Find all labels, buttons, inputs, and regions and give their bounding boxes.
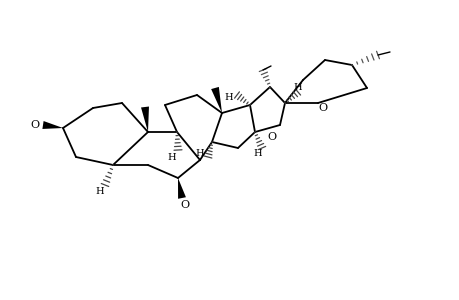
Text: O: O [30,120,39,130]
Text: H: H [168,154,176,163]
Polygon shape [42,121,63,129]
Text: O: O [267,132,276,142]
Text: H: H [95,188,104,196]
Text: H: H [195,148,204,158]
Text: O: O [318,103,327,113]
Text: H: H [253,149,262,158]
Text: H: H [293,82,302,91]
Polygon shape [211,87,222,113]
Text: H: H [224,92,233,101]
Polygon shape [141,106,149,132]
Polygon shape [178,178,185,199]
Text: O: O [180,200,189,210]
